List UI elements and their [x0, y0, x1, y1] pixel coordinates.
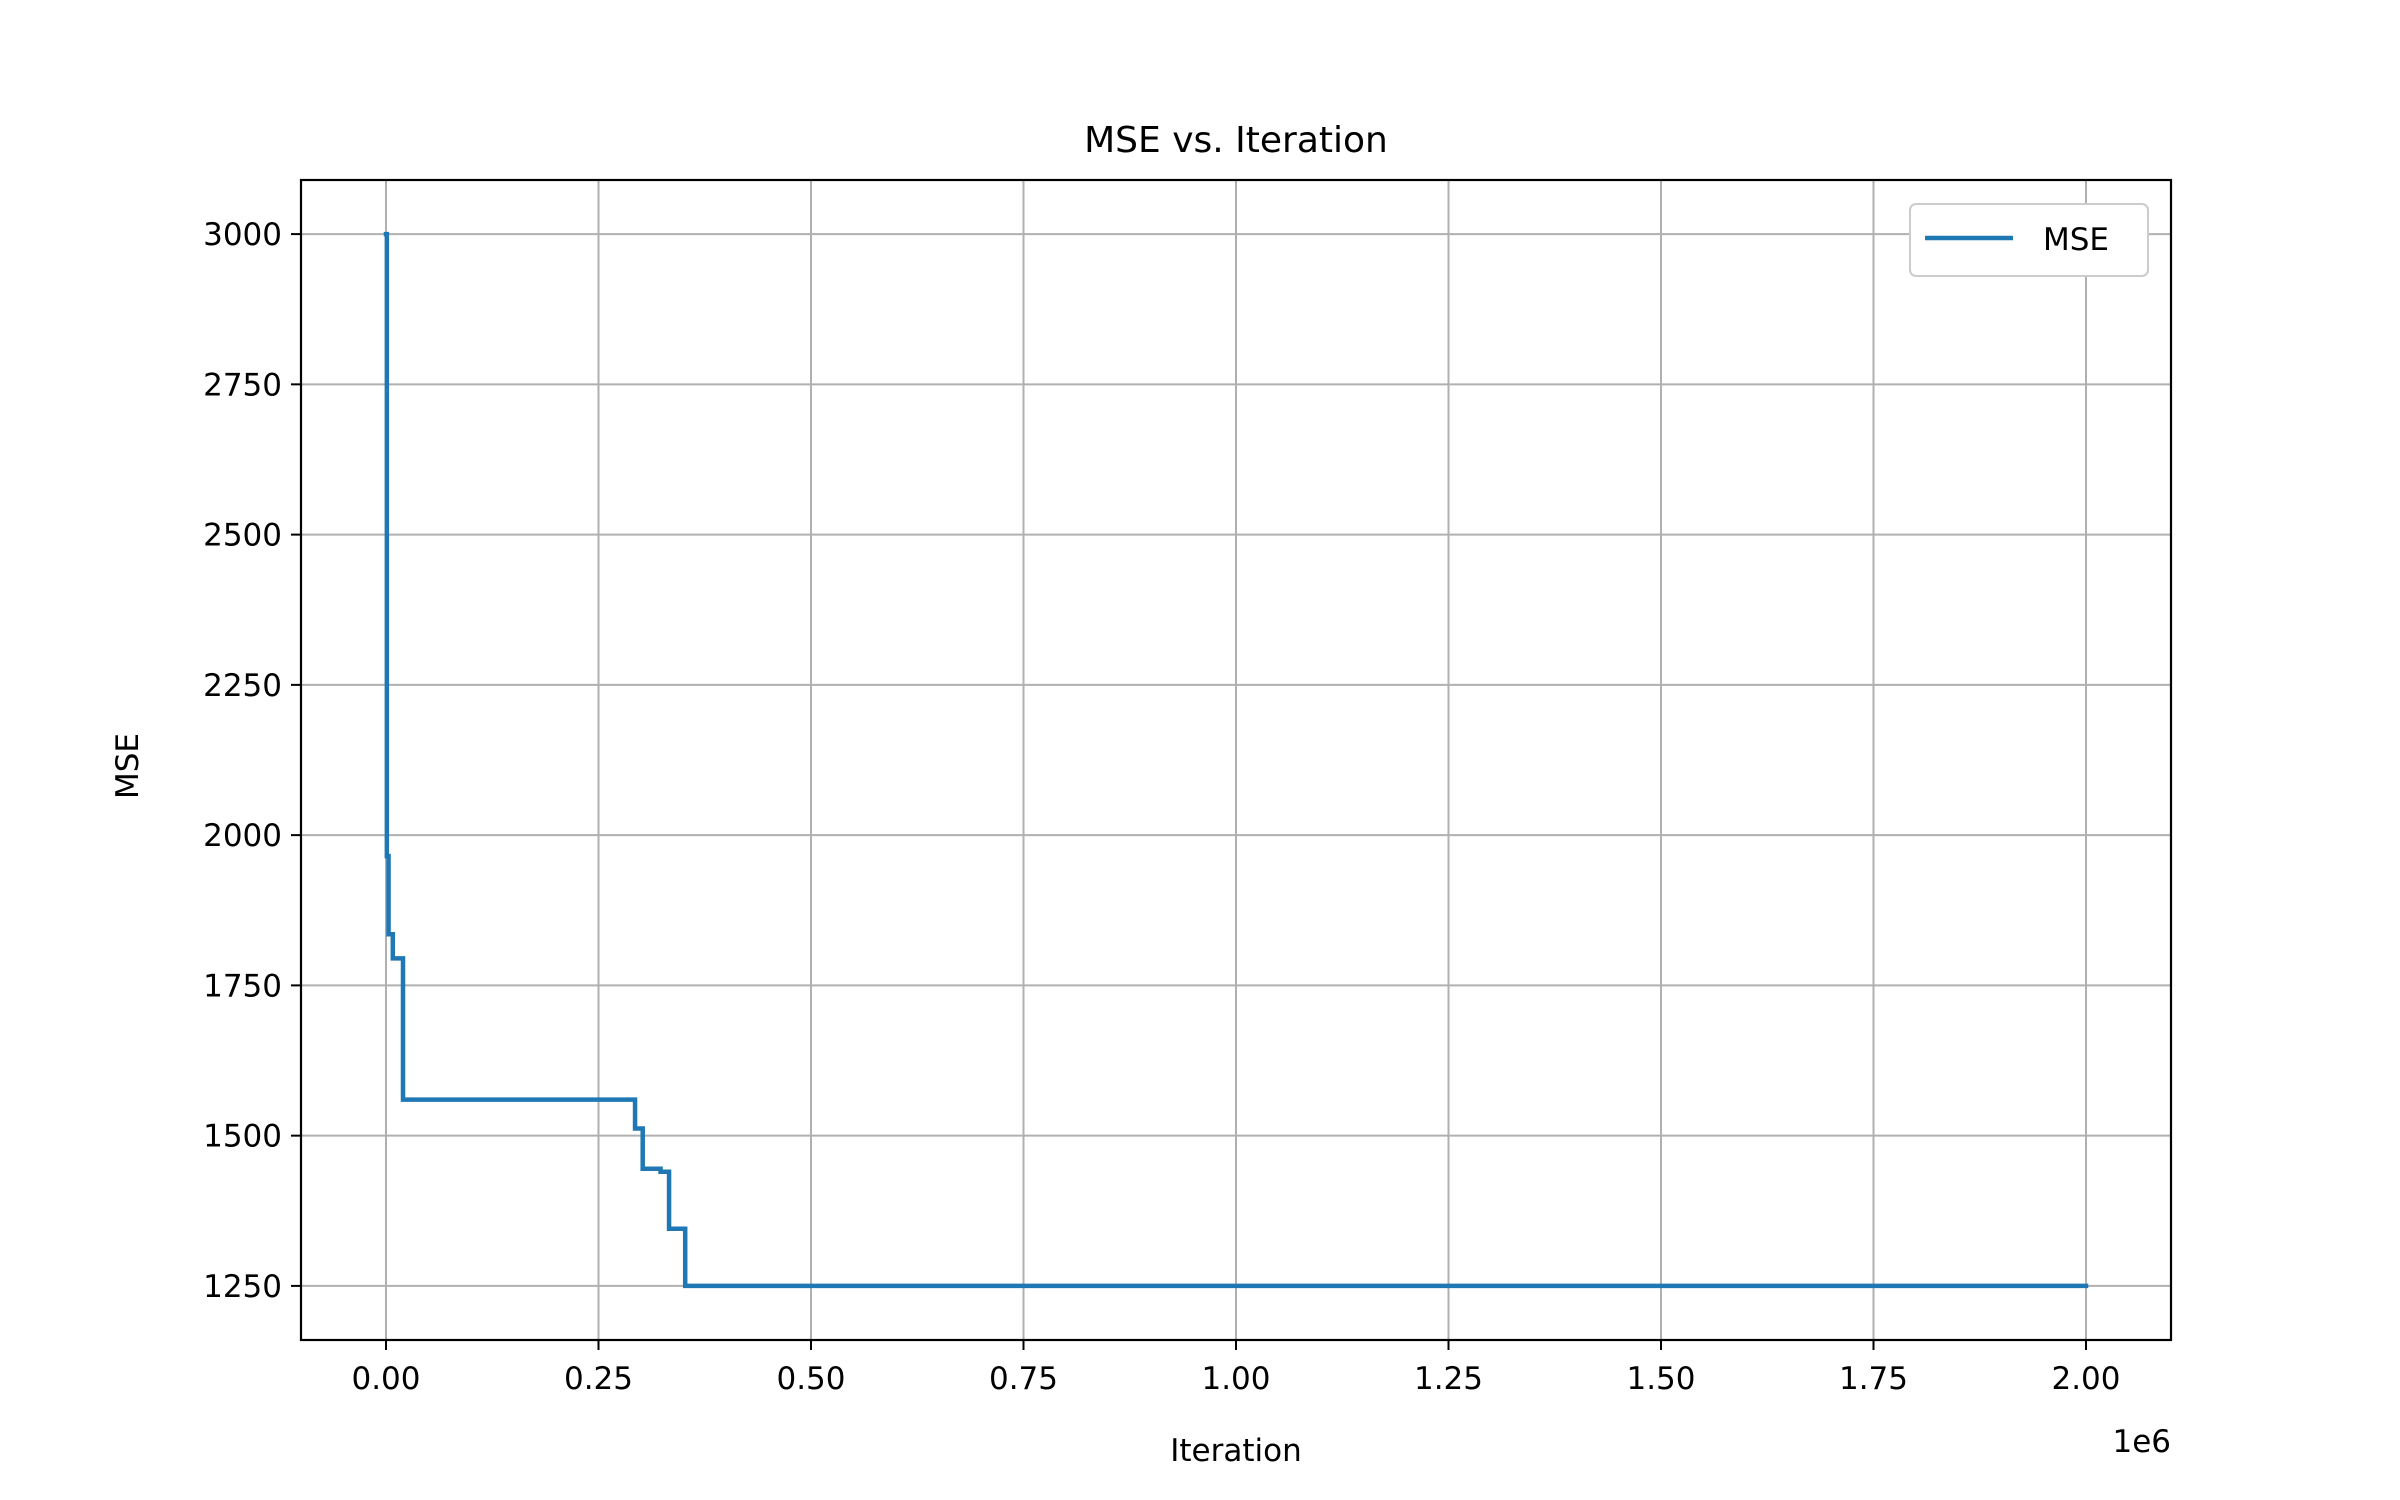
x-axis-offset-text: 1e6 — [2112, 1424, 2171, 1460]
y-tick-label: 2500 — [203, 518, 282, 554]
y-tick-label: 1750 — [203, 968, 282, 1004]
x-tick-label: 2.00 — [2051, 1361, 2120, 1397]
legend-box — [1909, 203, 2149, 277]
x-tick-label: 1.50 — [1626, 1361, 1695, 1397]
x-tick-label: 1.25 — [1414, 1361, 1483, 1397]
legend-label: MSE — [2043, 222, 2109, 258]
x-axis-label: Iteration — [1170, 1433, 1302, 1469]
x-tick-label: 0.00 — [351, 1361, 420, 1397]
x-tick-label: 0.25 — [564, 1361, 633, 1397]
y-tick-label: 2000 — [203, 818, 282, 854]
legend: MSE — [1909, 203, 2149, 277]
series-layer — [383, 231, 2089, 1289]
series-line-mse — [383, 231, 2089, 1289]
y-axis-label: MSE — [110, 733, 146, 799]
y-tick-label: 2750 — [203, 367, 282, 403]
x-tick-label: 0.75 — [989, 1361, 1058, 1397]
chart-title: MSE vs. Iteration — [1084, 120, 1388, 161]
x-tick-label: 1.00 — [1201, 1361, 1270, 1397]
y-tick-label: 1500 — [203, 1119, 282, 1155]
axis-ticks: 0.00 0.25 0.50 0.75 1.00 1.25 1.50 1.75 2.00 1250… — [203, 217, 2120, 1397]
y-tick-label: 2250 — [203, 668, 282, 704]
x-tick-label: 1.75 — [1839, 1361, 1908, 1397]
y-tick-label: 1250 — [203, 1269, 282, 1305]
x-tick-label: 0.50 — [776, 1361, 845, 1397]
y-tick-label: 3000 — [203, 217, 282, 253]
